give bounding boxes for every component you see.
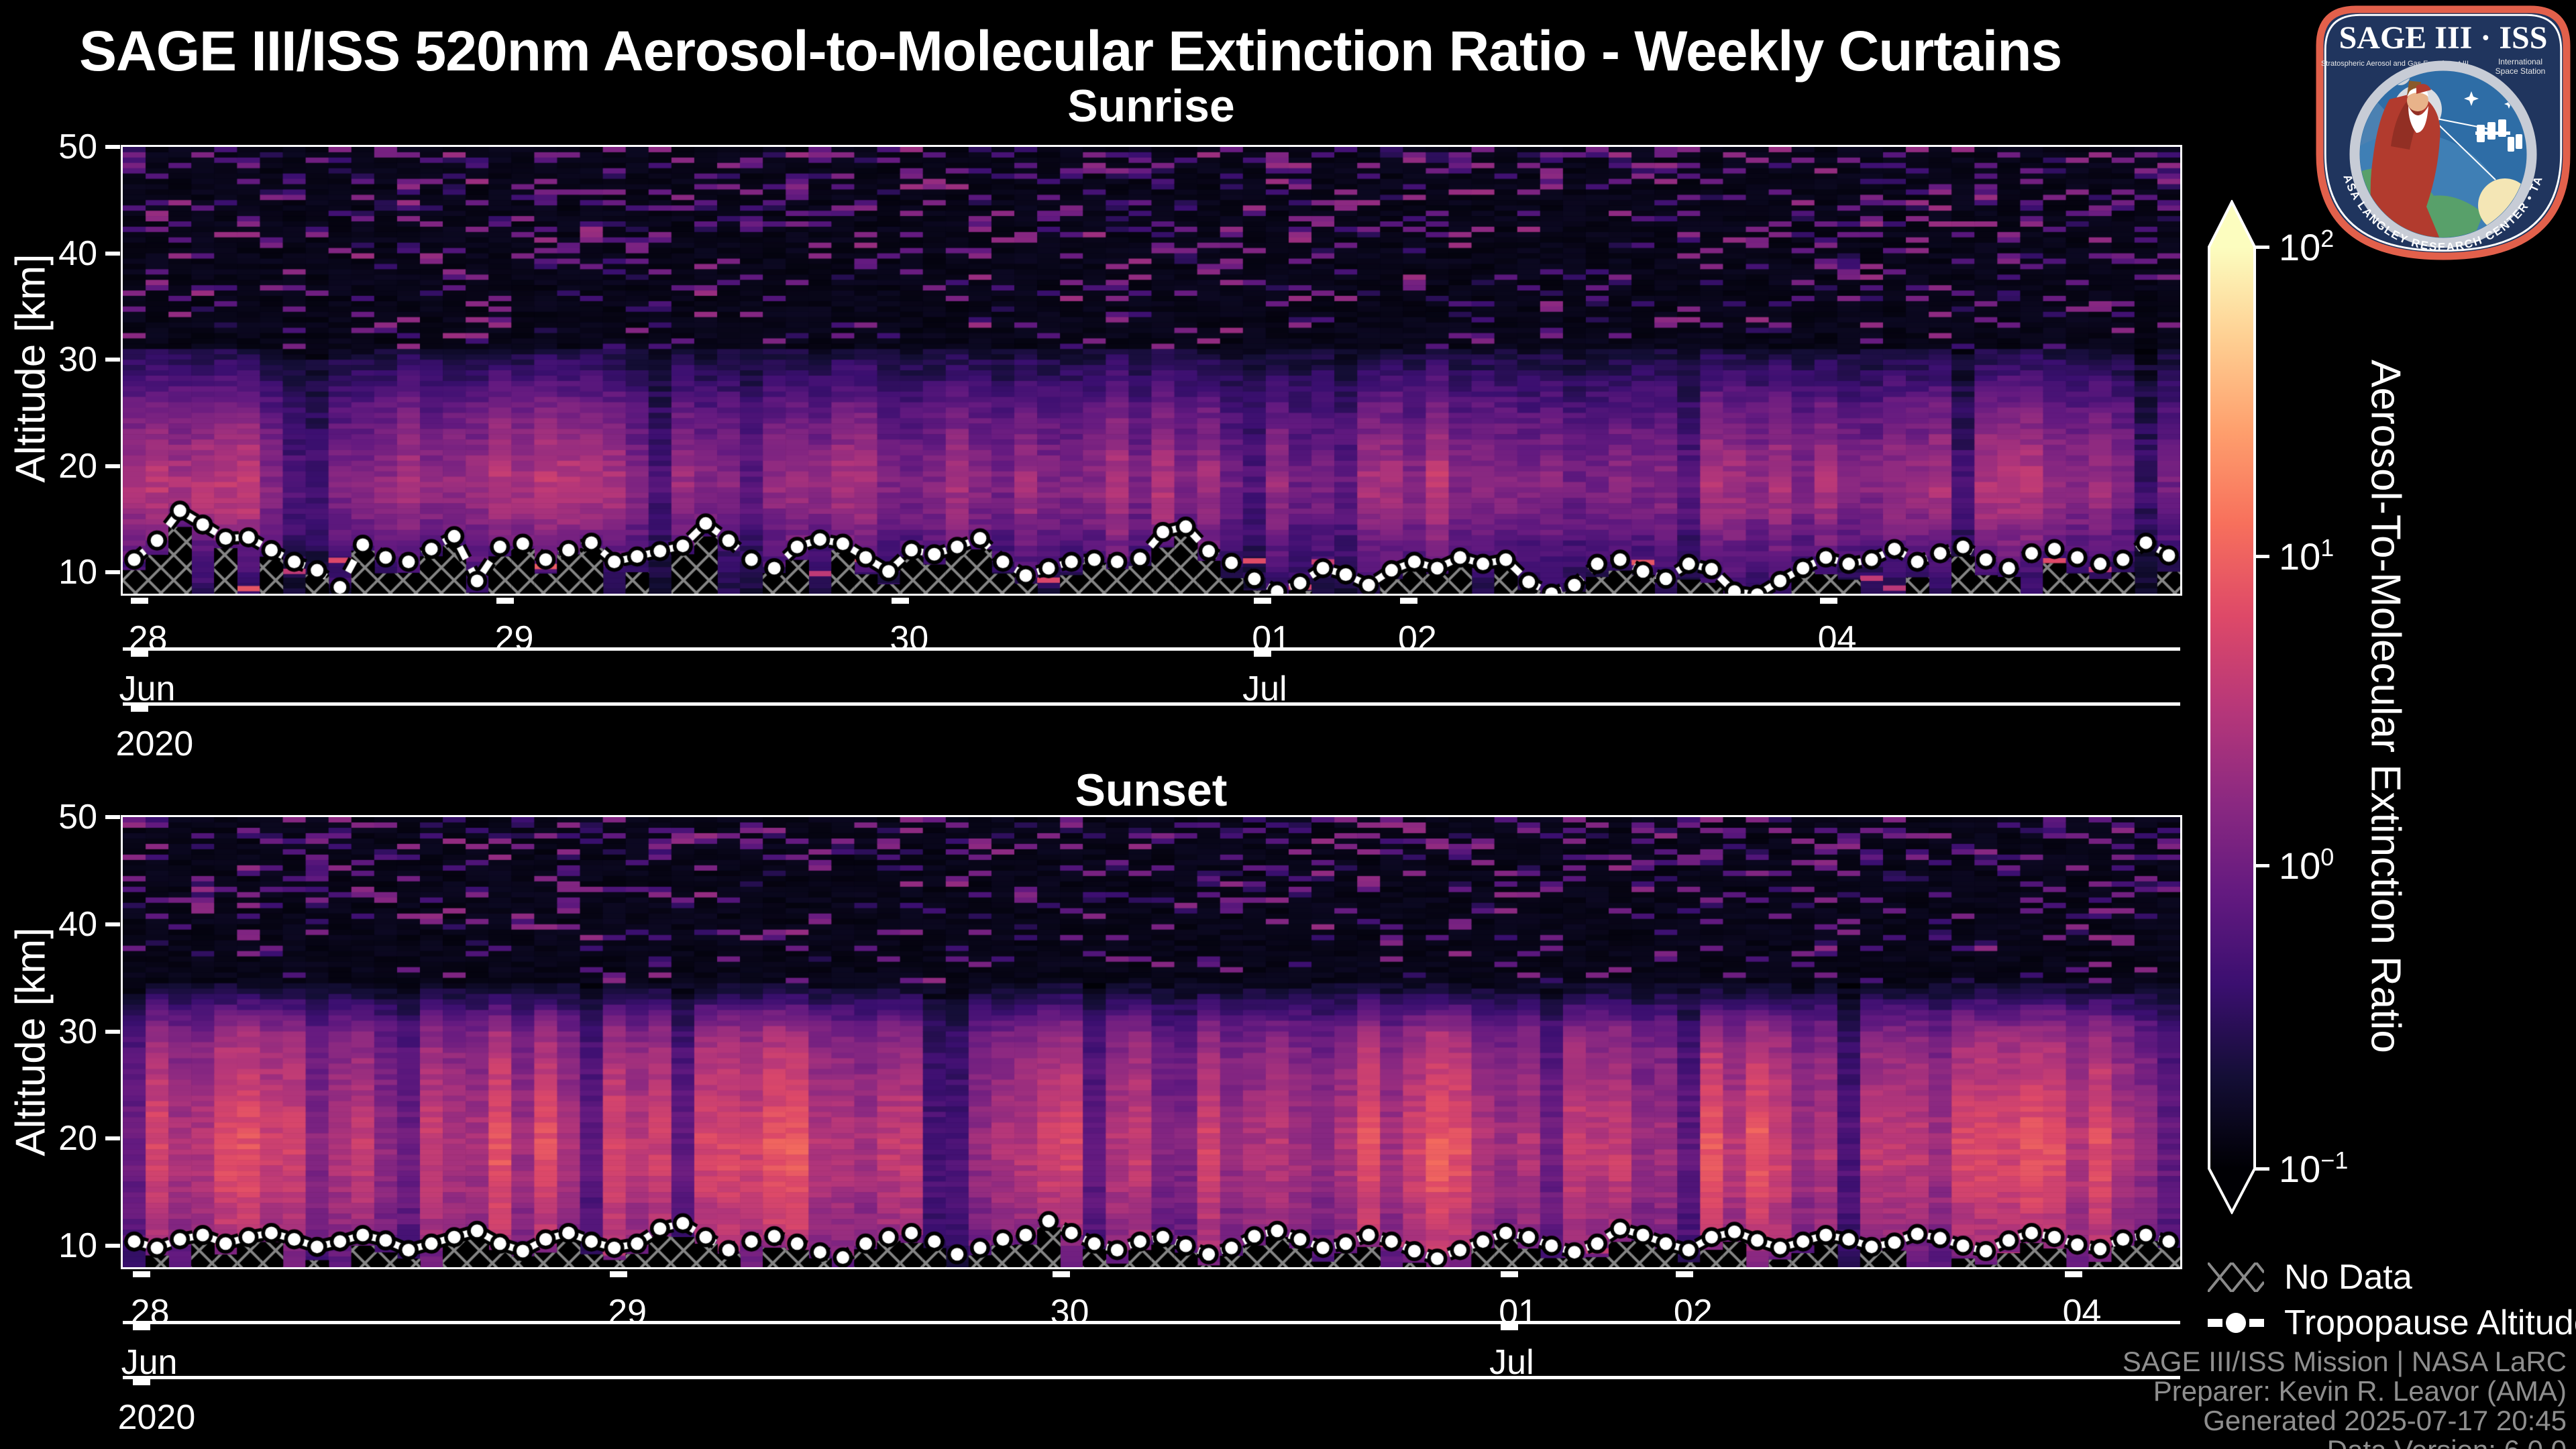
y-axis-label-sunset: Altitude [km] (7, 927, 54, 1157)
credits-line: Preparer: Kevin R. Leavor (AMA) (2153, 1375, 2567, 1407)
y-tick-label: 50 (58, 127, 97, 166)
credits-line: Data Version: 6.0.0 (2123, 1436, 2567, 1449)
y-tick-mark (105, 358, 120, 362)
year-axis-line (123, 1376, 2180, 1379)
no-data-hatch-icon (2208, 1263, 2264, 1292)
heatmap-canvas-sunset (123, 817, 2180, 1267)
month-label: Jun (121, 1343, 178, 1382)
year-label: 2020 (115, 724, 194, 763)
colorbar-tick-label: 102 (2279, 225, 2334, 268)
heatmap-panel-sunset (121, 815, 2182, 1269)
x-tick-mark (1675, 1271, 1693, 1277)
x-tick-mark (1399, 598, 1417, 604)
year-tick-mark (132, 1379, 150, 1385)
colorbar (2208, 200, 2256, 1214)
y-tick-mark (105, 145, 120, 149)
y-tick-mark (105, 464, 120, 468)
y-tick-label: 20 (58, 446, 97, 486)
credits-line: SAGE III/ISS Mission | NASA LaRC (2122, 1346, 2567, 1377)
x-tick-label: 29 (494, 619, 534, 658)
y-tick-mark (105, 922, 120, 926)
x-tick-label: 04 (2062, 1293, 2102, 1332)
panel-title-sunrise: Sunrise (1067, 80, 1235, 131)
y-tick-label: 40 (58, 904, 97, 944)
year-tick-mark (130, 706, 148, 712)
month-tick-mark (1501, 1324, 1519, 1330)
colorbar-tick-mark (2255, 863, 2269, 867)
month-label: Jul (1489, 1343, 1534, 1382)
month-axis-line (123, 647, 2180, 651)
x-tick-mark (1501, 1271, 1519, 1277)
y-axis-label-sunrise: Altitude [km] (7, 254, 54, 483)
colorbar-tick-label: 10−1 (2279, 1146, 2349, 1190)
x-tick-mark (2064, 1271, 2082, 1277)
y-tick-label: 40 (58, 233, 97, 273)
month-tick-mark (132, 1324, 150, 1330)
logo-inner-border (2324, 13, 2563, 252)
x-tick-mark (1052, 1271, 1070, 1277)
y-tick-mark (105, 815, 120, 819)
y-tick-label: 50 (58, 798, 97, 837)
month-tick-mark (1254, 651, 1272, 657)
y-tick-label: 10 (58, 553, 97, 592)
x-tick-mark (1254, 598, 1272, 604)
x-tick-mark (1819, 598, 1837, 604)
colorbar-tick-label: 100 (2279, 843, 2334, 887)
y-tick-mark (105, 1029, 120, 1034)
y-tick-mark (105, 251, 120, 256)
legend-tropopause-label: Tropopause Altitude (2284, 1303, 2576, 1342)
colorbar-label: Aerosol-To-Molecular Extinction Ratio (2362, 360, 2409, 1053)
logo-subtitle-right-2: Space Station (2496, 66, 2546, 76)
colorbar-tick-mark (2255, 554, 2269, 558)
credits: SAGE III/ISS Mission | NASA LaRC Prepare… (2123, 1347, 2567, 1449)
logo-wizard (2370, 71, 2443, 237)
y-tick-mark (105, 570, 120, 575)
year-label: 2020 (117, 1398, 196, 1437)
credits-line: Generated 2025-07-17 20:45 (2203, 1405, 2567, 1436)
y-tick-label: 20 (58, 1119, 97, 1159)
legend-no-data: No Data (2208, 1257, 2412, 1297)
tropopause-marker-icon (2208, 1308, 2264, 1338)
month-axis-line (123, 1321, 2180, 1324)
year-axis-line (123, 702, 2180, 706)
panel-title-sunset: Sunset (1075, 765, 1228, 816)
x-tick-mark (130, 598, 148, 604)
y-tick-mark (105, 1136, 120, 1141)
logo-subtitle-right-1: International (2498, 57, 2542, 66)
legend-no-data-label: No Data (2284, 1258, 2412, 1297)
y-tick-label: 30 (58, 340, 97, 380)
month-label: Jun (119, 669, 176, 708)
legend-tropopause: Tropopause Altitude (2208, 1303, 2576, 1343)
x-tick-label: 02 (1673, 1293, 1713, 1332)
x-tick-label: 30 (1050, 1293, 1089, 1332)
heatmap-panel-sunrise (121, 145, 2182, 596)
x-tick-mark (132, 1271, 150, 1277)
colorbar-tick-mark (2255, 246, 2269, 249)
x-tick-mark (892, 598, 910, 604)
heatmap-canvas-sunrise (123, 147, 2180, 594)
x-tick-label: 04 (1817, 619, 1857, 658)
colorbar-tick-label: 101 (2279, 534, 2334, 578)
logo-iss (2475, 119, 2522, 152)
x-tick-label: 29 (608, 1293, 647, 1332)
page-title: SAGE III/ISS 520nm Aerosol-to-Molecular … (79, 19, 2062, 83)
month-label: Jul (1242, 669, 1287, 708)
y-tick-mark (105, 1244, 120, 1248)
colorbar-tick-mark (2255, 1167, 2269, 1171)
y-tick-label: 30 (58, 1012, 97, 1051)
month-tick-mark (130, 651, 148, 657)
logo-title: SAGE III · ISS (2339, 20, 2548, 56)
x-tick-label: 30 (890, 619, 929, 658)
x-tick-label: 02 (1397, 619, 1437, 658)
x-tick-mark (496, 598, 515, 604)
x-tick-mark (610, 1271, 628, 1277)
colorbar-bar (2208, 200, 2256, 1214)
mission-logo-icon: SAGE III · ISS Stratospheric Aerosol and… (2316, 5, 2571, 260)
y-tick-label: 10 (58, 1226, 97, 1266)
